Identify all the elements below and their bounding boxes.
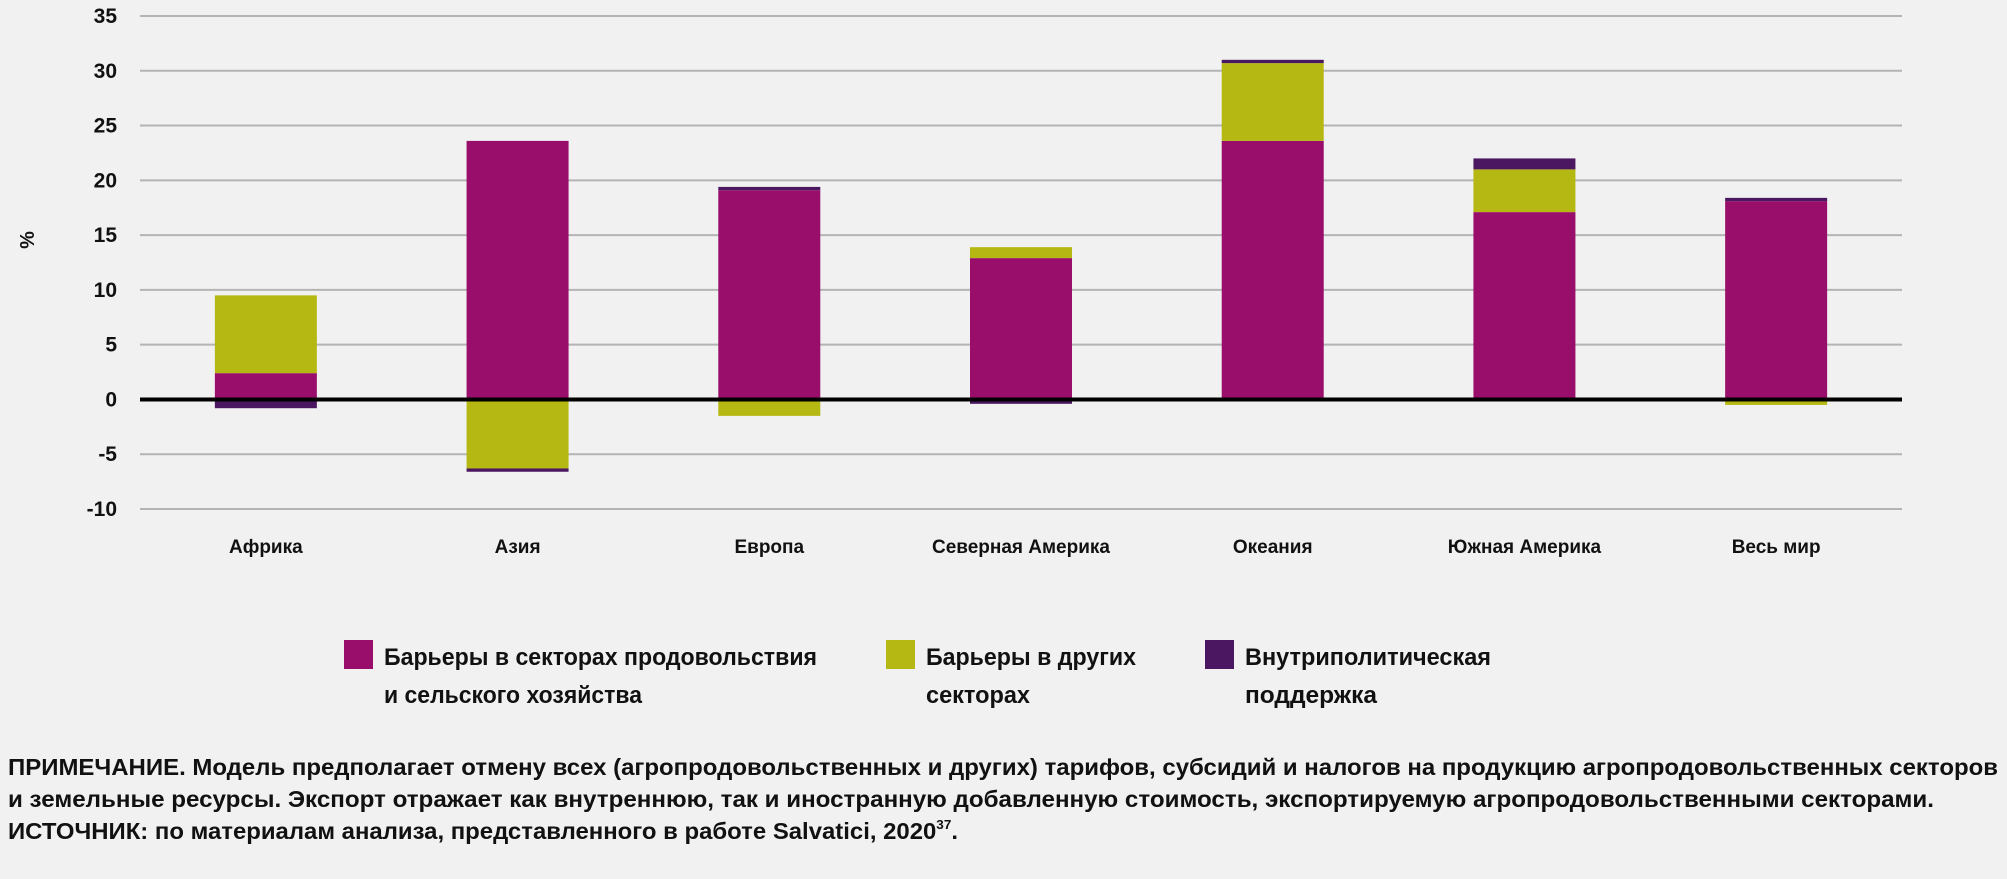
bar-segment-food-barriers — [466, 140, 569, 400]
bar-segment-food-barriers — [1725, 201, 1828, 400]
x-category-label: Африка — [229, 537, 303, 558]
bar-segment-other-barriers — [214, 295, 317, 374]
bar-segment-domestic-support — [970, 399, 1072, 404]
bar-segment-food-barriers — [970, 258, 1072, 400]
x-category-label: Весь мир — [1732, 537, 1821, 558]
x-axis-categories: Африка Азия Европа Северная Америка Океания Ю… — [229, 537, 1821, 558]
source-line: ИСТОЧНИК: по материалам анализа, предста… — [8, 817, 958, 844]
y-tick-label: 0 — [105, 388, 117, 411]
y-tick-label: -5 — [98, 443, 117, 466]
x-category-label: Европа — [734, 537, 804, 558]
x-category-label: Северная Америка — [932, 537, 1110, 558]
y-tick-label: 10 — [94, 279, 117, 302]
bar-segment-other-barriers — [718, 399, 821, 416]
note-line-1: ПРИМЕЧАНИЕ. Модель предполагает отмену в… — [8, 754, 1998, 780]
bar-segment-domestic-support — [1473, 158, 1576, 170]
legend-item-other-barriers: Барьеры в других секторах — [886, 640, 1137, 709]
x-category-label: Океания — [1233, 537, 1313, 558]
bar-segment-food-barriers — [214, 373, 317, 400]
y-tick-label: 5 — [105, 334, 117, 357]
source-text: ИСТОЧНИК: по материалам анализа, предста… — [8, 818, 936, 844]
legend-item-domestic-support: Внутриполитическая поддержка — [1205, 640, 1491, 709]
bar-segment-domestic-support — [718, 186, 821, 191]
y-tick-label: 20 — [94, 169, 117, 192]
bars — [214, 59, 1828, 472]
legend-label: поддержка — [1245, 682, 1378, 709]
y-tick-label: 35 — [94, 5, 118, 28]
bar-segment-food-barriers — [1221, 140, 1324, 400]
y-axis-ticks: 35 30 25 20 15 10 5 0 -5 -10 — [87, 5, 118, 521]
source-superscript: 37 — [936, 817, 951, 832]
bar-segment-food-barriers — [718, 190, 821, 400]
legend: Барьеры в секторах продовольствия и сель… — [344, 640, 1491, 709]
legend-swatch — [886, 640, 915, 669]
y-tick-label: 30 — [94, 60, 117, 83]
bar-segment-other-barriers — [1473, 169, 1576, 213]
source-end: . — [951, 818, 958, 844]
bar-segment-domestic-support — [1221, 59, 1324, 64]
bar-segment-other-barriers — [970, 247, 1072, 259]
x-category-label: Южная Америка — [1448, 537, 1602, 558]
legend-label: Барьеры в других — [926, 644, 1137, 671]
bar-segment-domestic-support — [214, 399, 317, 409]
footnote: ПРИМЕЧАНИЕ. Модель предполагает отмену в… — [8, 754, 1998, 844]
legend-swatch — [1205, 640, 1234, 669]
bar-segment-domestic-support — [1725, 197, 1828, 202]
bar-segment-other-barriers — [1725, 399, 1828, 405]
legend-swatch — [344, 640, 373, 669]
legend-label: и сельского хозяйства — [384, 682, 643, 709]
y-tick-label: 25 — [94, 115, 118, 138]
legend-item-food-barriers: Барьеры в секторах продовольствия и сель… — [344, 640, 817, 709]
bar-segment-food-barriers — [1473, 212, 1576, 400]
note-line-2: и земельные ресурсы. Экспорт отражает ка… — [8, 786, 1934, 812]
y-tick-label: 15 — [94, 224, 118, 247]
legend-label: Барьеры в секторах продовольствия — [384, 644, 817, 671]
bar-segment-other-barriers — [466, 399, 569, 469]
bar-segment-other-barriers — [1221, 63, 1324, 141]
y-axis-label: % — [17, 231, 39, 249]
x-category-label: Азия — [495, 537, 541, 558]
y-tick-label: -10 — [87, 498, 117, 521]
legend-label: секторах — [926, 682, 1031, 709]
legend-label: Внутриполитическая — [1245, 644, 1491, 671]
bar-segment-domestic-support — [466, 468, 569, 472]
